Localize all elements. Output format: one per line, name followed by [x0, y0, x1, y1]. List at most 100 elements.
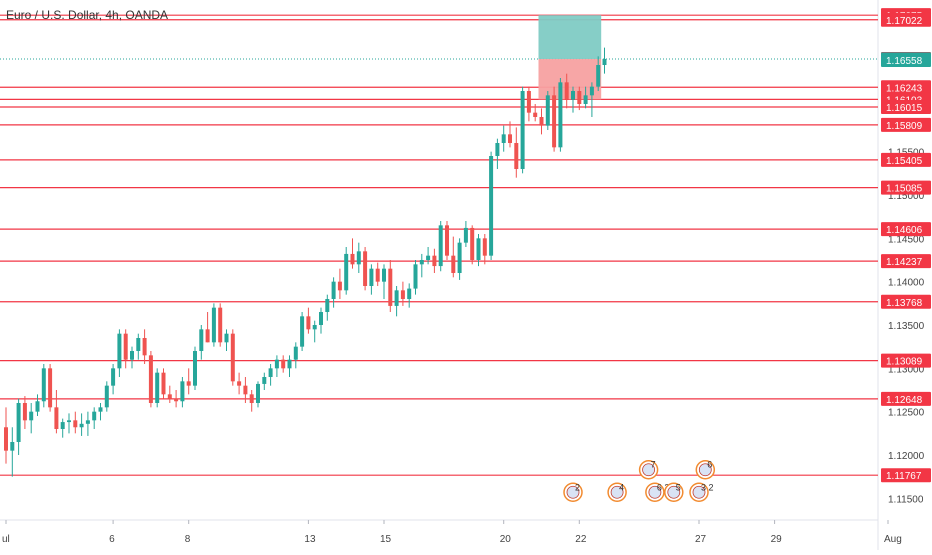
- candle-body[interactable]: [16, 403, 21, 442]
- candle-body[interactable]: [174, 398, 179, 402]
- candle-body[interactable]: [375, 268, 380, 282]
- candle-body[interactable]: [186, 381, 191, 386]
- candle-body[interactable]: [281, 359, 286, 369]
- candle-body[interactable]: [526, 91, 531, 113]
- candle-body[interactable]: [451, 255, 456, 273]
- candle-body[interactable]: [382, 268, 386, 282]
- candle-body[interactable]: [237, 381, 242, 386]
- candle-body[interactable]: [495, 143, 500, 156]
- candle-body[interactable]: [457, 242, 462, 273]
- candle-body[interactable]: [426, 255, 431, 260]
- candle-body[interactable]: [419, 260, 424, 265]
- candle-body[interactable]: [104, 385, 109, 408]
- candle-body[interactable]: [508, 134, 512, 143]
- candle-body[interactable]: [501, 134, 506, 143]
- candle-body[interactable]: [287, 359, 292, 369]
- candle-body[interactable]: [356, 251, 361, 265]
- candle-body[interactable]: [29, 411, 34, 421]
- candle-body[interactable]: [533, 112, 538, 117]
- candle-body[interactable]: [293, 346, 298, 360]
- candle-body[interactable]: [413, 264, 418, 289]
- candle-body[interactable]: [388, 268, 393, 306]
- candle-body[interactable]: [407, 288, 412, 299]
- candle-body[interactable]: [262, 377, 267, 384]
- candle-body[interactable]: [539, 117, 544, 126]
- candle-body[interactable]: [10, 442, 15, 451]
- candle-body[interactable]: [211, 307, 216, 343]
- candle-body[interactable]: [489, 156, 494, 256]
- candle-body[interactable]: [583, 95, 588, 104]
- candle-body[interactable]: [463, 227, 468, 243]
- candle-body[interactable]: [73, 420, 78, 428]
- target-zone[interactable]: [538, 15, 602, 60]
- candle-body[interactable]: [476, 238, 481, 260]
- candle-body[interactable]: [306, 316, 311, 330]
- candle-body[interactable]: [130, 351, 134, 360]
- candle-body[interactable]: [445, 225, 449, 256]
- candle-body[interactable]: [312, 325, 317, 330]
- candle-body[interactable]: [22, 403, 27, 421]
- candle-body[interactable]: [571, 91, 575, 100]
- candle-body[interactable]: [602, 58, 607, 65]
- candle-body[interactable]: [394, 290, 399, 306]
- candle-body[interactable]: [111, 368, 116, 386]
- candle-body[interactable]: [224, 333, 229, 343]
- candle-body[interactable]: [54, 407, 59, 429]
- candle-body[interactable]: [85, 420, 90, 424]
- candle-body[interactable]: [205, 329, 210, 343]
- candle-body[interactable]: [155, 372, 160, 403]
- candle-body[interactable]: [161, 372, 166, 395]
- candle-body[interactable]: [180, 381, 185, 402]
- candle-body[interactable]: [300, 316, 305, 347]
- candle-body[interactable]: [545, 95, 550, 126]
- candle-body[interactable]: [98, 407, 103, 412]
- candle-body[interactable]: [67, 420, 71, 423]
- candle-body[interactable]: [520, 91, 525, 169]
- candle-body[interactable]: [123, 333, 128, 360]
- candle-body[interactable]: [136, 338, 141, 351]
- candle-body[interactable]: [482, 238, 487, 256]
- candle-body[interactable]: [41, 368, 46, 402]
- candle-body[interactable]: [243, 385, 248, 395]
- candle-body[interactable]: [117, 333, 122, 369]
- candle-body[interactable]: [589, 86, 594, 96]
- candle-body[interactable]: [470, 227, 475, 260]
- candle-body[interactable]: [344, 253, 349, 291]
- candle-body[interactable]: [274, 359, 279, 369]
- candle-body[interactable]: [325, 299, 330, 312]
- candle-body[interactable]: [230, 333, 235, 382]
- candle-body[interactable]: [60, 422, 65, 429]
- candle-body[interactable]: [218, 307, 223, 343]
- candle-body[interactable]: [558, 82, 563, 148]
- candle-body[interactable]: [552, 95, 557, 148]
- candle-body[interactable]: [432, 255, 437, 267]
- candle-body[interactable]: [438, 225, 443, 267]
- candle-body[interactable]: [4, 427, 8, 451]
- candle-body[interactable]: [249, 394, 254, 403]
- candle-body[interactable]: [596, 65, 601, 87]
- candle-body[interactable]: [369, 268, 374, 286]
- price-label-box: [881, 294, 931, 309]
- candle-body[interactable]: [193, 351, 197, 386]
- candle-body[interactable]: [35, 401, 40, 412]
- candle-body[interactable]: [363, 251, 368, 286]
- candle-body[interactable]: [577, 91, 582, 104]
- candle-body[interactable]: [350, 253, 355, 265]
- candle-body[interactable]: [331, 281, 336, 299]
- candle-body[interactable]: [199, 329, 204, 351]
- candle-body[interactable]: [400, 290, 405, 299]
- candle-body[interactable]: [319, 312, 323, 325]
- candle-body[interactable]: [142, 338, 147, 356]
- candle-body[interactable]: [337, 281, 342, 291]
- candle-body[interactable]: [167, 394, 172, 399]
- candle-body[interactable]: [148, 355, 153, 403]
- candle-body[interactable]: [564, 82, 569, 100]
- candle-body[interactable]: [514, 143, 519, 169]
- candle-body[interactable]: [48, 368, 53, 408]
- candle-body[interactable]: [256, 383, 260, 403]
- candle-body[interactable]: [92, 411, 97, 421]
- candle-body[interactable]: [79, 423, 84, 428]
- candle-body[interactable]: [268, 368, 273, 377]
